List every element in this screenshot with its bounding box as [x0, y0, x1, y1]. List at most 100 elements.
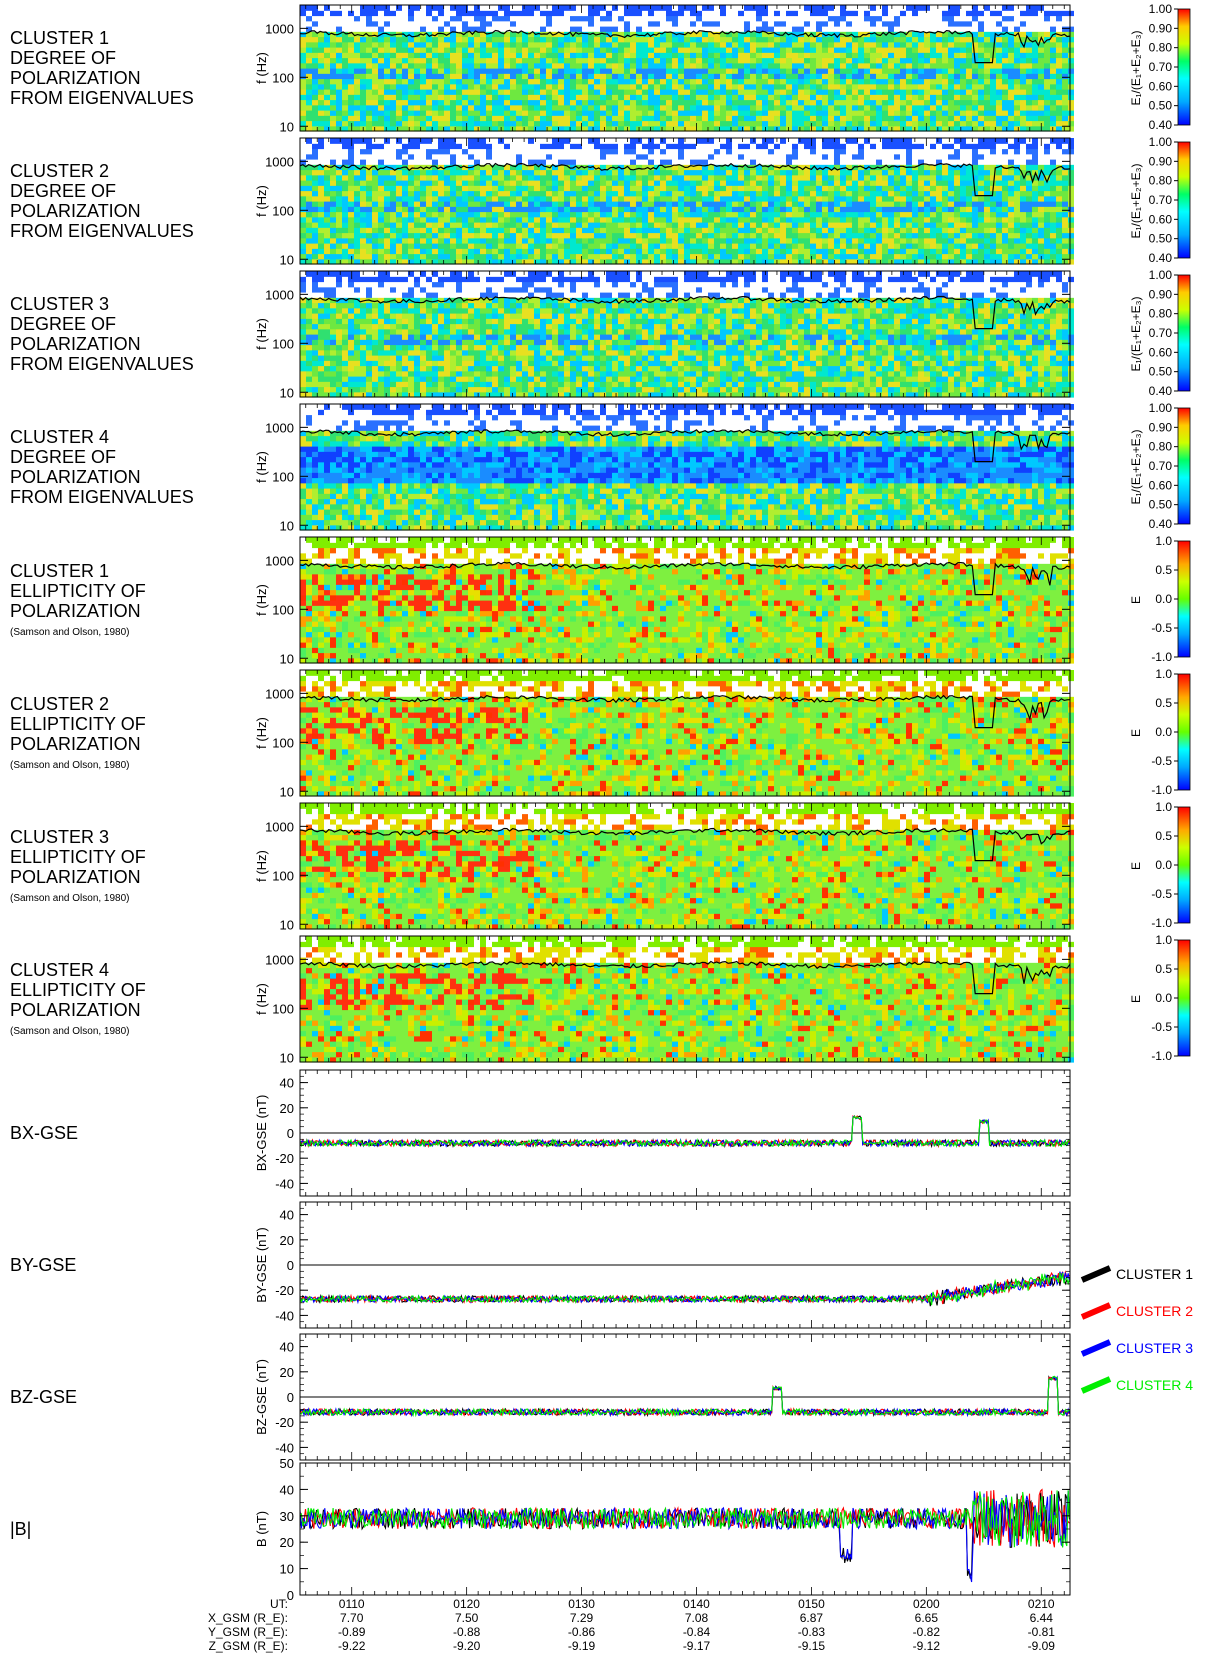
- spectrogram-cell: [414, 5, 420, 11]
- spectrogram-cell: [420, 52, 426, 58]
- spectrogram-cell: [894, 105, 900, 111]
- spectrogram-cell: [324, 233, 330, 239]
- spectrogram-cell: [414, 47, 420, 53]
- spectrogram-cell: [570, 180, 576, 186]
- spectrogram-cell: [390, 115, 396, 121]
- spectrogram-cell: [546, 94, 552, 100]
- spectrogram-cell: [1038, 52, 1044, 58]
- spectrogram-cell: [444, 110, 450, 116]
- spectrogram-cell: [954, 37, 960, 43]
- spectrogram-cell: [636, 196, 642, 202]
- spectrogram-cell: [330, 201, 336, 207]
- spectrogram-cell: [930, 16, 936, 22]
- spectrogram-cell: [336, 37, 342, 43]
- spectrogram-cell: [384, 149, 390, 155]
- spectrogram-cell: [570, 206, 576, 212]
- spectrogram-cell: [306, 254, 312, 260]
- spectrogram-cell: [540, 217, 546, 223]
- spectrogram-cell: [690, 110, 696, 116]
- spectrogram-cell: [642, 89, 648, 95]
- spectrogram-cell: [696, 138, 702, 144]
- spectrogram-cell: [486, 73, 492, 79]
- spectrogram-cell: [678, 222, 684, 228]
- spectrogram-cell: [408, 180, 414, 186]
- spectrogram-cell: [486, 201, 492, 207]
- spectrogram-cell: [354, 21, 360, 27]
- spectrogram-cell: [732, 154, 738, 160]
- spectrogram-cell: [732, 248, 738, 254]
- spectrogram-cell: [408, 16, 414, 22]
- spectrogram-cell: [426, 21, 432, 27]
- spectrogram-cell: [558, 212, 564, 218]
- spectrogram-cell: [1062, 16, 1068, 22]
- spectrogram-cell: [1020, 26, 1026, 32]
- spectrogram-cell: [660, 121, 666, 127]
- spectrogram-cell: [756, 26, 762, 32]
- spectrogram-cell: [636, 191, 642, 197]
- spectrogram-cell: [678, 201, 684, 207]
- spectrogram-cell: [1056, 84, 1062, 90]
- spectrogram-cell: [348, 100, 354, 106]
- spectrogram-cell: [864, 63, 870, 69]
- spectrogram-cell: [378, 121, 384, 127]
- spectrogram-cell: [528, 121, 534, 127]
- spectrogram-cell: [576, 73, 582, 79]
- spectrogram-cell: [324, 68, 330, 74]
- spectrogram-cell: [1062, 42, 1068, 48]
- spectrogram-cell: [534, 154, 540, 160]
- spectrogram-cell: [498, 243, 504, 249]
- spectrogram-cell: [612, 206, 618, 212]
- spectrogram-cell: [714, 201, 720, 207]
- spectrogram-cell: [1062, 84, 1068, 90]
- spectrogram-cell: [624, 89, 630, 95]
- spectrogram-cell: [528, 58, 534, 64]
- spectrogram-cell: [378, 10, 384, 16]
- spectrogram-cell: [558, 100, 564, 106]
- spectrogram-cell: [930, 10, 936, 16]
- spectrogram-cell: [588, 196, 594, 202]
- spectrogram-cell: [546, 105, 552, 111]
- spectrogram-cell: [1062, 79, 1068, 85]
- spectrogram-cell: [618, 222, 624, 228]
- spectrogram-cell: [750, 79, 756, 85]
- spectrogram-cell: [804, 89, 810, 95]
- spectrogram-cell: [474, 196, 480, 202]
- spectrogram-cell: [774, 110, 780, 116]
- spectrogram-cell: [630, 26, 636, 32]
- spectrogram-cell: [702, 170, 708, 176]
- spectrogram-cell: [756, 100, 762, 106]
- spectrogram-cell: [606, 105, 612, 111]
- spectrogram-cell: [612, 196, 618, 202]
- spectrogram-cell: [552, 243, 558, 249]
- spectrogram-cell: [582, 243, 588, 249]
- spectrogram-cell: [450, 143, 456, 149]
- spectrogram-cell: [468, 52, 474, 58]
- spectrogram-cell: [528, 10, 534, 16]
- spectrogram-cell: [636, 110, 642, 116]
- spectrogram-cell: [408, 84, 414, 90]
- spectrogram-cell: [900, 84, 906, 90]
- spectrogram-cell: [498, 227, 504, 233]
- spectrogram-cell: [384, 138, 390, 144]
- spectrogram-cell: [426, 52, 432, 58]
- spectrogram-cell: [396, 84, 402, 90]
- spectrogram-cell: [540, 63, 546, 69]
- spectrogram-cell: [678, 84, 684, 90]
- spectrogram-cell: [780, 10, 786, 16]
- spectrogram-cell: [546, 149, 552, 155]
- spectrogram-cell: [306, 222, 312, 228]
- spectrogram-cell: [726, 170, 732, 176]
- spectrogram-cell: [600, 201, 606, 207]
- spectrogram-cell: [642, 233, 648, 239]
- spectrogram-cell: [300, 94, 306, 100]
- spectrogram-cell: [354, 100, 360, 106]
- spectrogram-cell: [594, 243, 600, 249]
- spectrogram-cell: [756, 47, 762, 53]
- spectrogram-cell: [360, 243, 366, 249]
- spectrogram-cell: [852, 105, 858, 111]
- spectrogram-cell: [744, 121, 750, 127]
- spectrogram-cell: [426, 16, 432, 22]
- spectrogram-cell: [480, 10, 486, 16]
- spectrogram-cell: [678, 254, 684, 260]
- spectrogram-cell: [660, 84, 666, 90]
